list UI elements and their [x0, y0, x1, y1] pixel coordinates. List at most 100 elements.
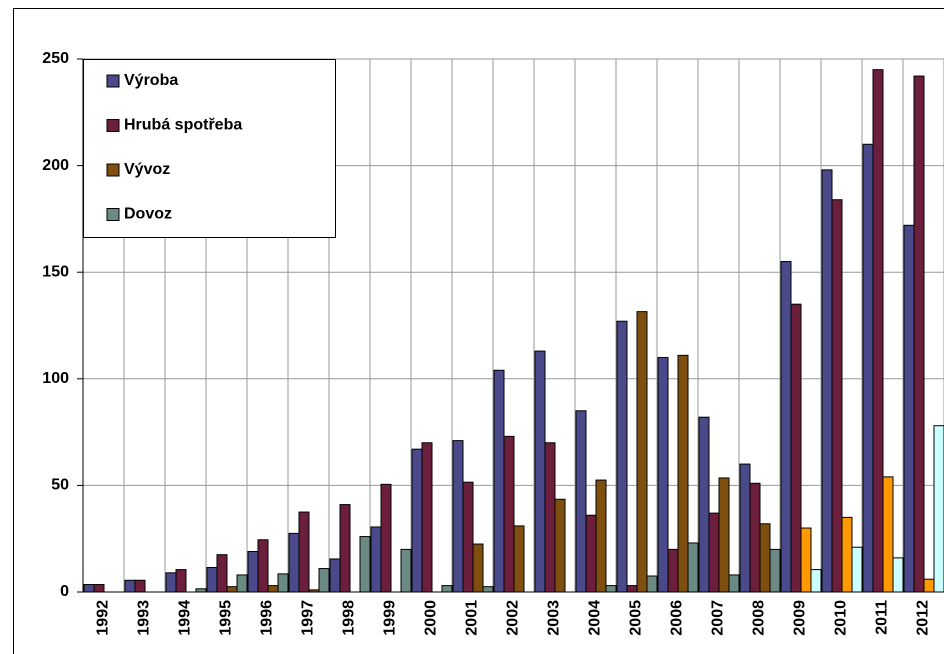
x-tick-label: 1995 [218, 600, 235, 636]
bar [841, 516, 853, 593]
x-tick-label: 2007 [710, 600, 727, 636]
y-tick-label: 50 [51, 477, 69, 494]
x-tick-label: 2010 [833, 600, 850, 636]
bar [790, 303, 802, 593]
bar [175, 569, 187, 593]
bar [687, 542, 699, 593]
bar [318, 568, 330, 593]
x-tick-label: 1999 [382, 600, 399, 636]
y-tick-label: 0 [60, 583, 69, 600]
bar [585, 514, 597, 593]
bar [769, 548, 781, 593]
bar [892, 557, 904, 593]
bar [165, 572, 177, 593]
bar [503, 435, 515, 593]
x-tick-label: 2008 [751, 600, 768, 636]
bar [872, 69, 884, 593]
bar [554, 498, 566, 593]
bar [236, 574, 248, 593]
bar [882, 476, 894, 593]
x-tick-label: 1994 [177, 600, 194, 636]
bar [616, 320, 628, 593]
bar [339, 504, 351, 593]
bar [718, 477, 730, 593]
bar [810, 569, 822, 593]
legend-swatch [106, 74, 120, 88]
bar [472, 543, 484, 593]
legend-label: Vývoz [124, 161, 170, 178]
bar [421, 442, 433, 593]
bar [759, 523, 771, 593]
x-tick-label: 1997 [300, 600, 317, 636]
y-tick-label: 100 [42, 370, 69, 387]
bar [380, 483, 392, 593]
bar [226, 586, 238, 593]
bar [923, 578, 935, 593]
x-tick-label: 2003 [546, 600, 563, 636]
legend-label: Dovoz [124, 206, 172, 223]
bar [267, 585, 279, 593]
bar [575, 410, 587, 593]
bar [83, 584, 95, 593]
bar [862, 143, 874, 593]
x-tick-label: 2001 [464, 600, 481, 636]
bar [657, 356, 669, 593]
bar [626, 585, 638, 593]
bar [851, 546, 863, 593]
x-tick-label: 2000 [423, 600, 440, 636]
bar [636, 311, 648, 593]
bar [903, 224, 915, 593]
bar [544, 442, 556, 593]
bar [513, 525, 525, 593]
bar [441, 585, 453, 593]
bar [400, 548, 412, 593]
bar [677, 354, 689, 593]
bar [933, 425, 944, 593]
bar [411, 448, 423, 593]
bar [452, 440, 464, 593]
bar [831, 199, 843, 593]
x-tick-label: 1993 [136, 600, 153, 636]
bar [257, 539, 269, 593]
x-tick-label: 2005 [628, 600, 645, 636]
legend-swatch [106, 119, 120, 132]
legend-swatch [106, 208, 120, 221]
bar [646, 575, 658, 593]
y-tick-label: 200 [42, 157, 69, 174]
bar [247, 550, 259, 593]
bar [534, 350, 546, 593]
bar [739, 463, 751, 593]
x-tick-label: 1996 [259, 600, 276, 636]
bar [298, 511, 310, 593]
bar [595, 479, 607, 593]
bar [462, 481, 474, 593]
bar [913, 75, 925, 593]
legend-label: Výroba [124, 72, 178, 89]
legend-swatch [106, 163, 120, 177]
y-tick-label: 250 [42, 50, 69, 67]
bar [206, 566, 218, 593]
bar [493, 369, 505, 593]
chart-border [13, 8, 944, 654]
bar [329, 558, 341, 593]
bar [749, 482, 761, 593]
y-tick-label: 150 [42, 263, 69, 280]
bar [667, 548, 679, 593]
bar [605, 585, 617, 593]
x-tick-label: 1998 [341, 600, 358, 636]
bar [821, 169, 833, 593]
x-tick-label: 2009 [792, 600, 809, 636]
bar [698, 416, 710, 593]
bar [359, 536, 371, 593]
bar [288, 532, 300, 593]
bar [728, 574, 740, 593]
bar [134, 579, 146, 593]
x-tick-label: 2002 [505, 600, 522, 636]
x-tick-label: 2011 [874, 600, 891, 635]
bar [482, 586, 494, 593]
bar [370, 526, 382, 593]
x-tick-label: 2012 [915, 600, 932, 636]
bar [277, 573, 289, 593]
bar [216, 554, 228, 593]
